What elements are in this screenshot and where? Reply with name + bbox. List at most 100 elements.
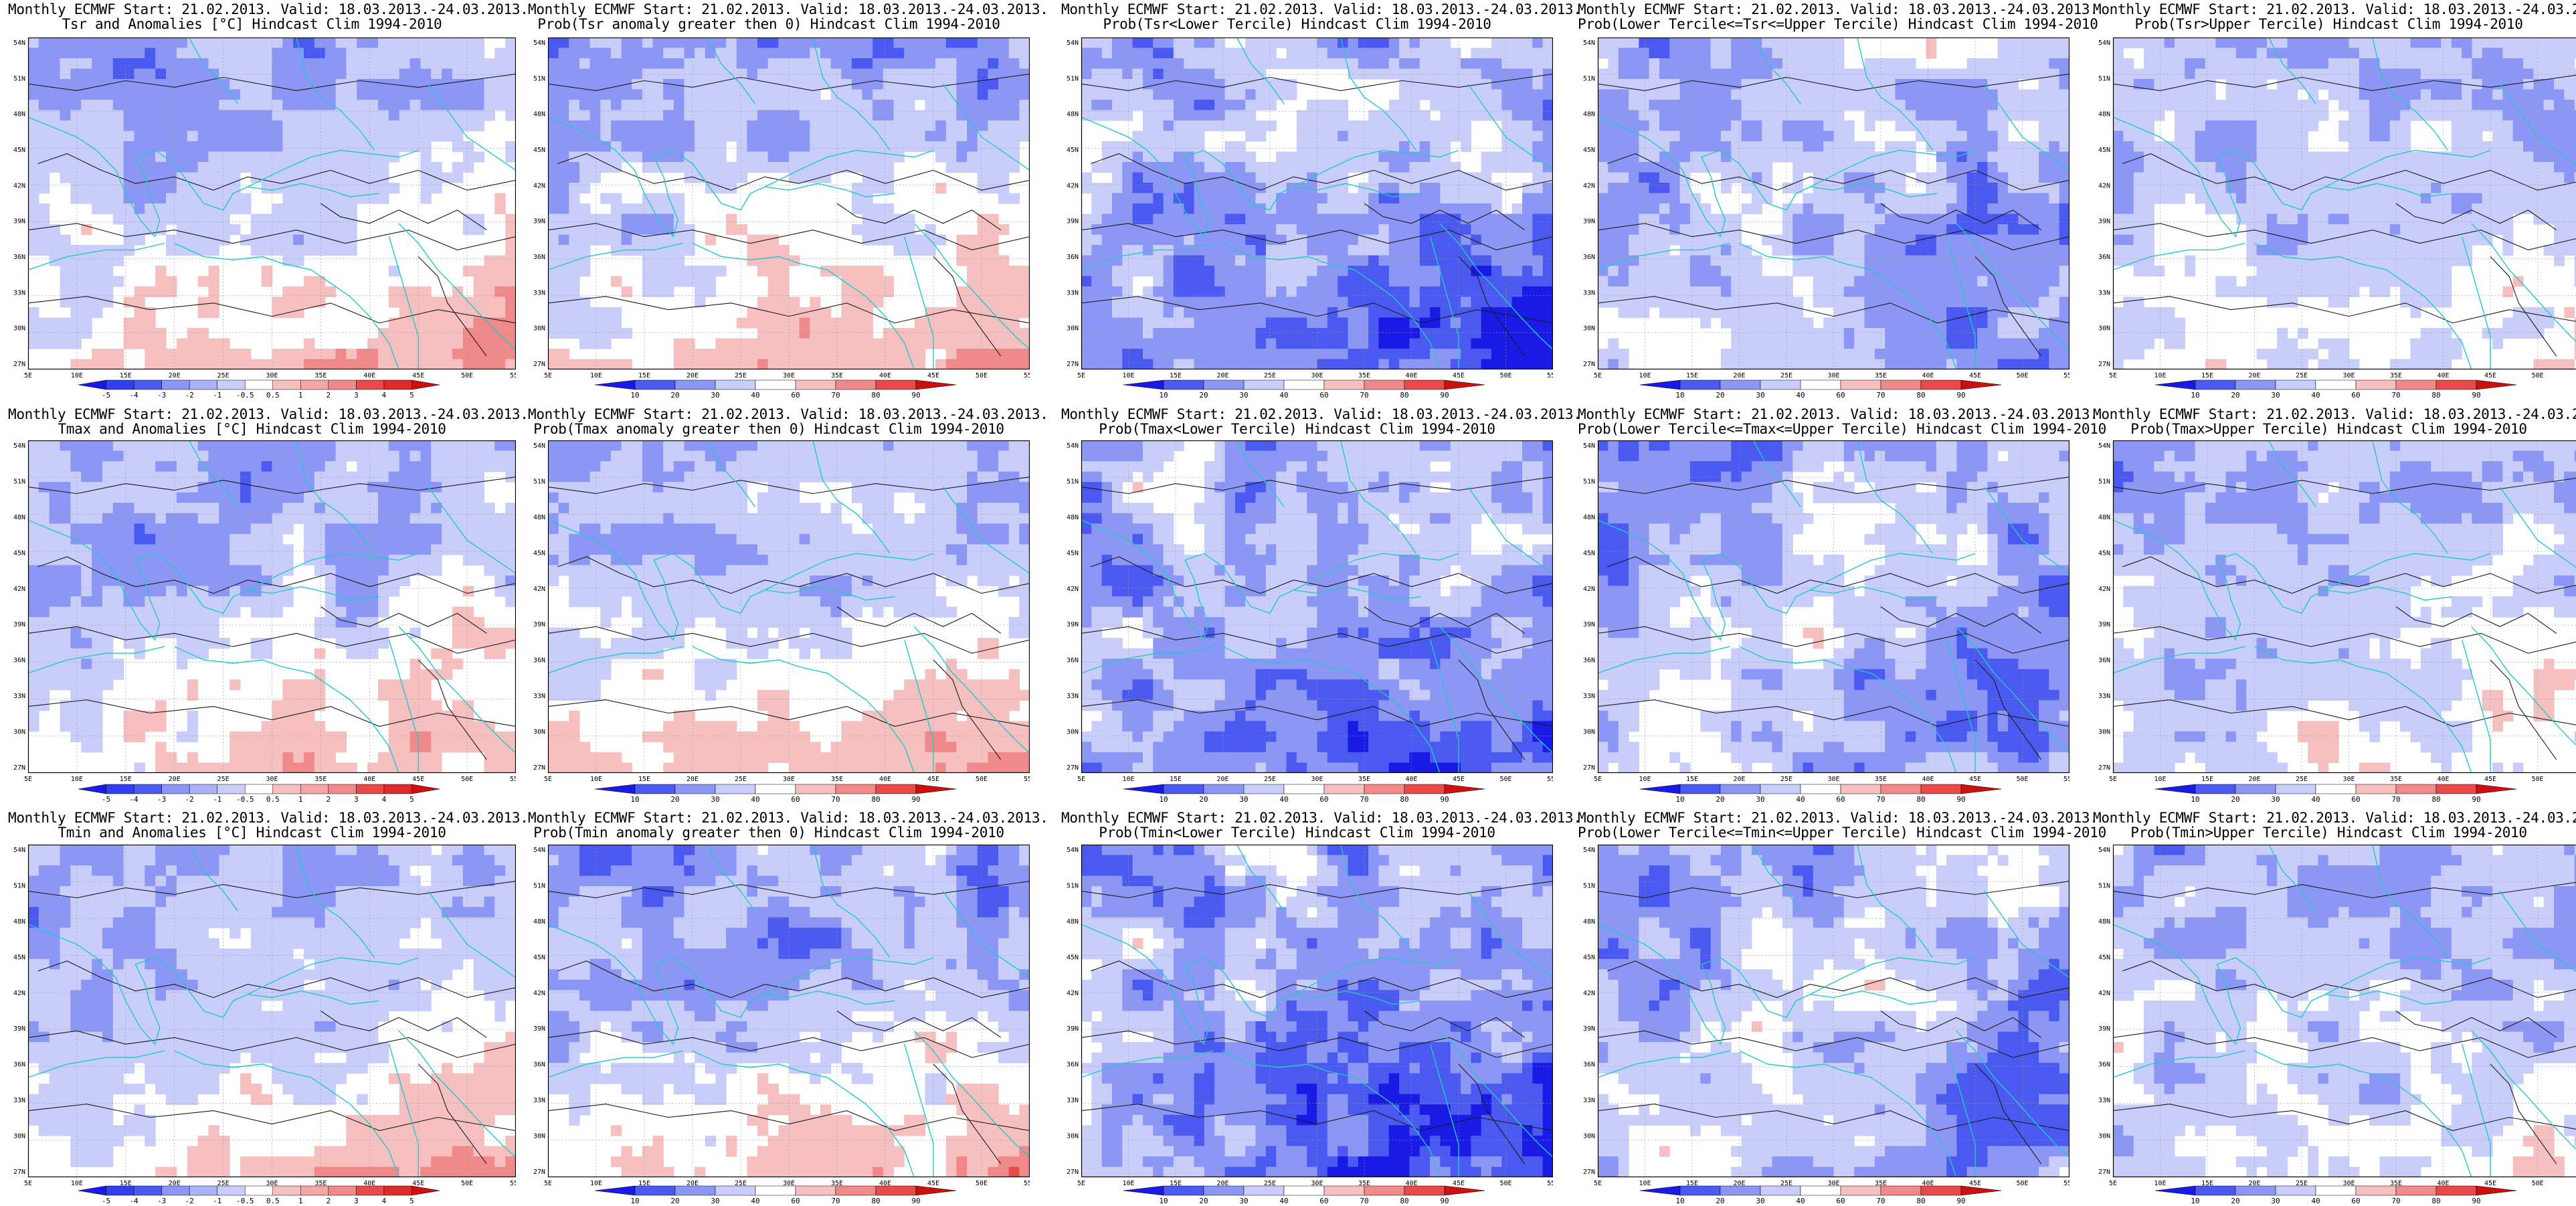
lon-label: 5E [24,776,32,783]
lon-label: 45E [927,372,939,379]
lat-label: 51N [1067,478,1079,485]
colorbar-swatch [2276,380,2316,390]
colorbar-swatch [796,380,836,390]
lon-label: 10E [71,372,83,379]
colorbar-swatch [2476,784,2516,794]
lon-label: 20E [1216,776,1228,783]
colorbar-label: 80 [2431,391,2440,400]
colorbar-swatch [2235,784,2276,794]
lat-label: 33N [2098,1097,2110,1104]
lat-label: 54N [2098,442,2110,450]
colorbar-label: 60 [1836,1197,1845,1205]
colorbar-label: 70 [1876,391,1885,400]
panel-title-line1: Monthly ECMWF Start: 21.02.2013. Valid: … [8,1,496,17]
colorbar-label: 60 [2351,1197,2360,1205]
lat-label: 36N [1583,254,1595,261]
colorbar-label: 30 [1756,1197,1764,1205]
colorbar-swatch [2155,1186,2195,1195]
lat-label: 30N [1583,729,1595,736]
colorbar-swatch [635,380,675,390]
colorbar-label: 80 [1400,391,1408,400]
lat-label: 30N [1067,325,1079,333]
colorbar-swatch [796,1186,836,1195]
lat-label: 51N [1583,75,1595,82]
lat-label: 51N [533,478,545,485]
colorbar-label: 60 [1319,1197,1328,1205]
colorbar-label: 30 [1239,391,1248,400]
lat-label: 33N [533,693,545,700]
lon-label: 5E [544,1180,552,1187]
lon-label: 25E [735,372,747,379]
colorbar-swatch [134,784,162,794]
colorbar-swatch [2356,1186,2396,1195]
lat-label: 27N [13,1169,25,1176]
panel-title-line2: Prob(Tmin<Lower Tercile) Hindcast Clim 1… [1061,825,1533,841]
panel-title-line1: Monthly ECMWF Start: 21.02.2013. Valid: … [1061,1,1533,17]
lat-label: 45N [2098,954,2110,961]
colorbar-label: 30 [711,1197,719,1205]
colorbar-label: 20 [1716,1197,1724,1205]
colorbar-swatch [2476,1186,2516,1195]
colorbar-swatch [1760,380,1801,390]
lon-label: 35E [314,372,327,379]
lat-label: 33N [1583,1097,1595,1104]
lat-label: 27N [1067,361,1079,368]
lon-label: 55E [1024,776,1030,783]
colorbar-swatch [356,784,384,794]
colorbar-label: 20 [2231,795,2239,804]
colorbar-swatch [916,784,956,794]
colorbar-swatch [245,1186,273,1195]
lon-label: 55E [2063,776,2069,783]
lat-label: 39N [1583,621,1595,628]
lat-label: 36N [13,254,25,261]
colorbar-label: 80 [1400,1197,1408,1205]
lon-label: 20E [1733,776,1745,783]
colorbar-swatch [2436,380,2476,390]
colorbar-label: 40 [1796,795,1805,804]
colorbar-swatch [78,1186,106,1195]
colorbar-swatch [189,380,217,390]
lon-label: 5E [1594,1180,1602,1187]
lon-label: 40E [1405,776,1417,783]
lat-label: 30N [533,1133,545,1140]
colorbar-swatch [2155,380,2195,390]
lon-label: 5E [544,372,552,379]
lon-label: 40E [1922,372,1934,379]
colorbar-label: 40 [1279,391,1288,400]
lat-label: 42N [1583,586,1595,593]
lon-label: 55E [510,372,516,379]
colorbar-swatch [755,380,796,390]
colorbar-label: 40 [751,795,759,804]
panel-title-line2: Prob(Lower Tercile<=Tsr<=Upper Tercile) … [1578,16,2049,32]
colorbar-swatch [2476,380,2516,390]
lat-label: 30N [533,325,545,333]
lat-label: 33N [13,693,25,700]
panel-title-line1: Monthly ECMWF Start: 21.02.2013. Valid: … [1578,810,2049,826]
lat-label: 51N [1583,478,1595,485]
lat-label: 48N [13,918,25,926]
lon-label: 30E [783,776,795,783]
lat-label: 39N [13,1025,25,1033]
lon-label: 15E [120,776,132,783]
lat-label: 27N [13,764,25,772]
panel-title-line2: Prob(Tmax<Lower Tercile) Hindcast Clim 1… [1061,421,1533,437]
lat-label: 45N [2098,549,2110,557]
colorbar-label: 30 [1239,795,1248,804]
colorbar-label: -2 [185,391,193,400]
lon-label: 5E [1077,372,1085,379]
lat-label: 54N [533,847,545,854]
lat-label: 33N [533,289,545,296]
colorbar-swatch [328,380,356,390]
lat-label: 51N [533,882,545,889]
panel-title-line2: Tmax and Anomalies [°C] Hindcast Clim 19… [8,421,496,437]
